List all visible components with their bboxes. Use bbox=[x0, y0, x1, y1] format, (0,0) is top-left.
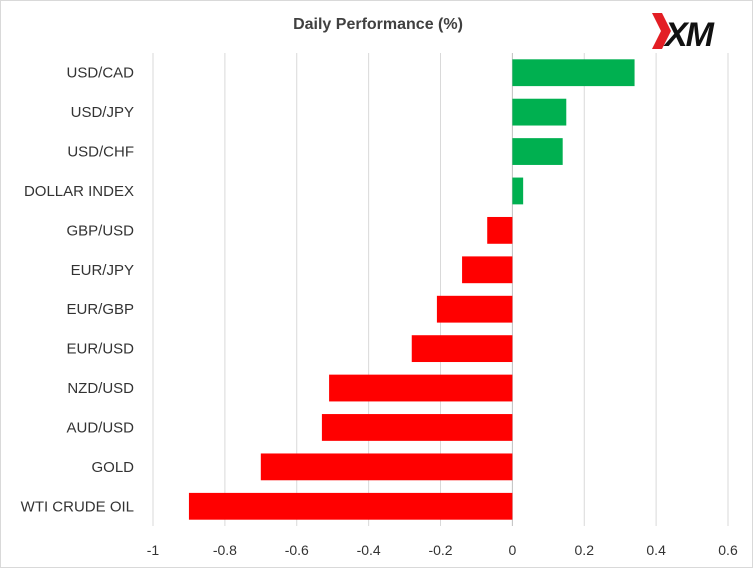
bar-usd-cad bbox=[512, 59, 635, 87]
bar-usd-jpy bbox=[512, 98, 567, 126]
category-label: AUD/USD bbox=[66, 419, 134, 436]
x-tick-label: -0.4 bbox=[357, 542, 381, 558]
bar-dollar-index bbox=[512, 177, 524, 205]
category-label: USD/JPY bbox=[71, 104, 134, 121]
bar-gold bbox=[260, 453, 513, 481]
category-label: EUR/USD bbox=[66, 341, 134, 358]
x-tick-label: 0.2 bbox=[575, 542, 595, 558]
x-tick-label: -0.2 bbox=[428, 542, 452, 558]
bar-usd-chf bbox=[512, 138, 563, 165]
x-tick-label: 0.4 bbox=[646, 542, 666, 558]
x-tick-label: -0.6 bbox=[285, 542, 309, 558]
category-label: GBP/USD bbox=[66, 222, 134, 239]
xm-logo-text: XM bbox=[663, 16, 715, 54]
category-label: USD/CHF bbox=[67, 144, 134, 161]
xm-logo: XM bbox=[652, 13, 717, 54]
bars bbox=[188, 59, 635, 520]
x-tick-label: 0.6 bbox=[718, 542, 738, 558]
bar-gbp-usd bbox=[487, 216, 513, 244]
x-tick-label: 0 bbox=[508, 542, 516, 558]
bar-eur-gbp bbox=[436, 295, 513, 323]
category-label: EUR/GBP bbox=[66, 301, 134, 318]
category-labels: USD/CAD USD/JPY USD/CHF DOLLAR INDEX GBP/USD… bbox=[21, 65, 135, 516]
category-label: EUR/JPY bbox=[71, 262, 134, 279]
x-tick-labels: -1 -0.8 -0.6 -0.4 -0.2 0 0.2 0.4 0.6 bbox=[147, 542, 738, 558]
bar-wti-crude-oil bbox=[188, 492, 513, 520]
chart-title: Daily Performance (%) bbox=[293, 16, 463, 33]
gridlines bbox=[152, 53, 729, 526]
category-label: WTI CRUDE OIL bbox=[21, 498, 134, 515]
bar-nzd-usd bbox=[329, 374, 513, 402]
category-label: GOLD bbox=[91, 459, 134, 476]
bar-eur-jpy bbox=[462, 256, 513, 284]
x-tick-label: -0.8 bbox=[213, 542, 237, 558]
x-tick-label: -1 bbox=[147, 542, 160, 558]
category-label: NZD/USD bbox=[67, 380, 134, 397]
category-label: DOLLAR INDEX bbox=[24, 183, 134, 200]
xm-logo-accent bbox=[652, 13, 671, 49]
category-label: USD/CAD bbox=[66, 65, 134, 82]
bar-eur-usd bbox=[411, 335, 513, 363]
bar-aud-usd bbox=[321, 414, 513, 441]
